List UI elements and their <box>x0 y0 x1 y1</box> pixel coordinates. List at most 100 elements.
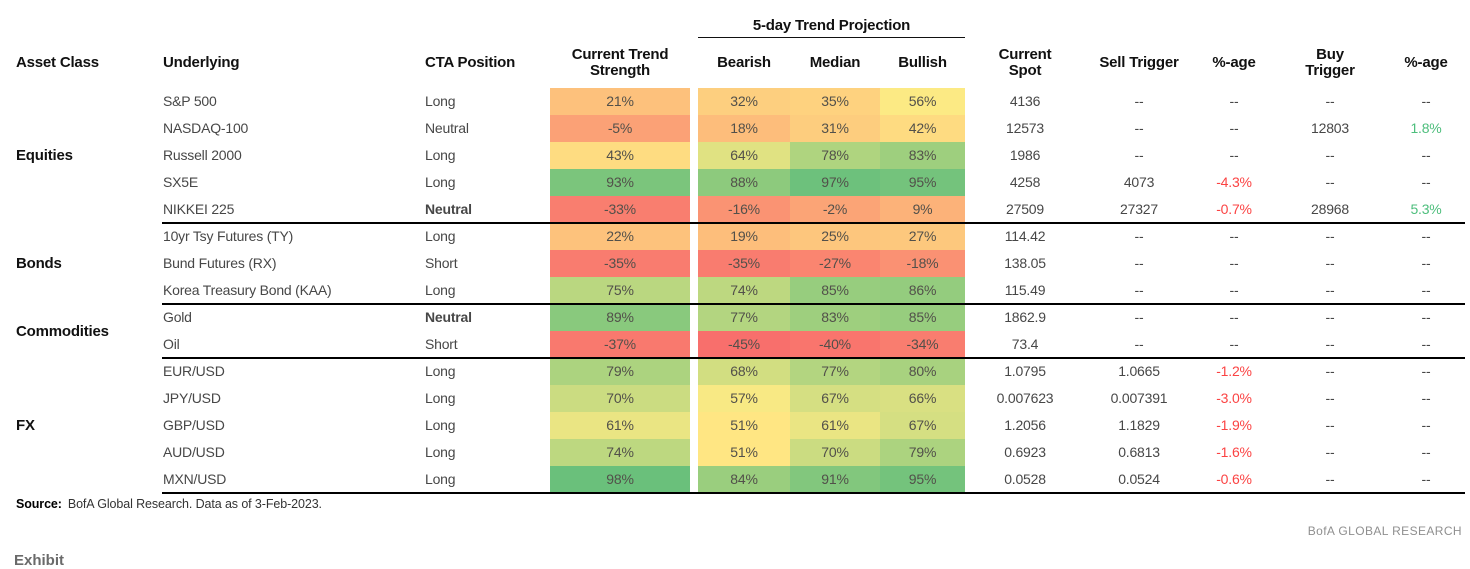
position-cell: Neutral <box>425 309 472 325</box>
position-cell: Long <box>425 93 456 109</box>
spot-cell: 0.0528 <box>1004 471 1046 487</box>
spot-cell: 1.2056 <box>1004 417 1046 433</box>
asset-group-equities: Equities S&P 500 Long 21% 32% 35% 56% 4136 -- -- -… <box>0 88 1467 224</box>
sell-pct-cell: -3.0% <box>1216 390 1252 406</box>
buy-trigger-cell: -- <box>1325 417 1335 433</box>
buy-trigger-cell: -- <box>1325 255 1335 271</box>
spot-cell: 0.007623 <box>996 390 1054 406</box>
buy-pct-cell: 5.3% <box>1410 201 1442 217</box>
median-cell: 83% <box>790 304 880 331</box>
strength-cell: -5% <box>550 115 690 142</box>
buy-pct-cell: -- <box>1421 444 1431 460</box>
spot-cell: 0.6923 <box>1004 444 1046 460</box>
bearish-cell: -16% <box>698 196 790 223</box>
position-cell: Neutral <box>425 120 469 136</box>
underlying-cell: SX5E <box>163 174 198 190</box>
bearish-cell: 77% <box>698 304 790 331</box>
col-header-median: Median <box>809 53 861 71</box>
strength-cell: 75% <box>550 277 690 304</box>
table-body: Equities S&P 500 Long 21% 32% 35% 56% 4136 -- -- -… <box>0 88 1467 494</box>
underlying-cell: Russell 2000 <box>163 147 242 163</box>
group-separator <box>162 492 1465 494</box>
strength-cell: 93% <box>550 169 690 196</box>
asset-class-label: Equities <box>16 147 73 164</box>
buy-trigger-cell: -- <box>1325 363 1335 379</box>
bullish-cell: 83% <box>880 142 965 169</box>
position-cell: Long <box>425 228 456 244</box>
sell-pct-cell: -- <box>1229 309 1239 325</box>
buy-trigger-cell: -- <box>1325 93 1335 109</box>
asset-class-label: Bonds <box>16 255 62 272</box>
spot-cell: 114.42 <box>1004 228 1046 244</box>
sell-trigger-cell: 0.0524 <box>1118 471 1160 487</box>
col-header-bearish: Bearish <box>717 53 771 71</box>
strength-cell: 74% <box>550 439 690 466</box>
bullish-cell: 95% <box>880 169 965 196</box>
sell-pct-cell: -- <box>1229 336 1239 352</box>
table-header: 5-day Trend Projection Asset Class Under… <box>0 0 1467 88</box>
bullish-cell: 56% <box>880 88 965 115</box>
bearish-cell: 32% <box>698 88 790 115</box>
col-header-current-spot: Current Spot <box>998 45 1052 79</box>
buy-pct-cell: -- <box>1421 390 1431 406</box>
buy-pct-cell: -- <box>1421 363 1431 379</box>
bearish-cell: 19% <box>698 223 790 250</box>
underlying-cell: Bund Futures (RX) <box>163 255 277 271</box>
spot-cell: 12573 <box>1006 120 1044 136</box>
bearish-cell: 51% <box>698 412 790 439</box>
median-cell: -2% <box>790 196 880 223</box>
bullish-cell: 27% <box>880 223 965 250</box>
asset-group-commodities: Commodities Gold Neutral 89% 77% 83% 85% 1862.9… <box>0 304 1467 359</box>
sell-trigger-cell: -- <box>1134 120 1144 136</box>
bearish-cell: 84% <box>698 466 790 493</box>
position-cell: Short <box>425 255 458 271</box>
strength-cell: 79% <box>550 358 690 385</box>
bearish-cell: 57% <box>698 385 790 412</box>
spot-cell: 1986 <box>1009 147 1041 163</box>
bullish-cell: 67% <box>880 412 965 439</box>
underlying-cell: S&P 500 <box>163 93 217 109</box>
buy-pct-cell: -- <box>1421 309 1431 325</box>
spot-cell: 27509 <box>1006 201 1044 217</box>
buy-pct-cell: -- <box>1421 255 1431 271</box>
median-cell: 78% <box>790 142 880 169</box>
sell-pct-cell: -0.6% <box>1216 471 1252 487</box>
position-cell: Long <box>425 471 456 487</box>
spot-cell: 115.49 <box>1004 282 1046 298</box>
sell-pct-cell: -1.2% <box>1216 363 1252 379</box>
buy-trigger-cell: -- <box>1325 309 1335 325</box>
buy-pct-cell: -- <box>1421 228 1431 244</box>
brand-footer: BofA GLOBAL RESEARCH <box>1307 524 1462 538</box>
buy-pct-cell: -- <box>1421 417 1431 433</box>
clipped-next-exhibit-heading: Exhibit <box>14 552 65 569</box>
median-cell: 70% <box>790 439 880 466</box>
buy-trigger-cell: -- <box>1325 390 1335 406</box>
median-cell: 25% <box>790 223 880 250</box>
sell-trigger-cell: -- <box>1134 282 1144 298</box>
sell-pct-cell: -4.3% <box>1216 174 1252 190</box>
projection-group-header: 5-day Trend Projection <box>698 17 965 38</box>
group-separator <box>162 222 1465 224</box>
strength-cell: -35% <box>550 250 690 277</box>
bearish-cell: 88% <box>698 169 790 196</box>
underlying-cell: GBP/USD <box>163 417 225 433</box>
sell-pct-cell: -1.9% <box>1216 417 1252 433</box>
position-cell: Long <box>425 417 456 433</box>
sell-trigger-cell: 0.007391 <box>1110 390 1168 406</box>
underlying-cell: EUR/USD <box>163 363 225 379</box>
bullish-cell: 86% <box>880 277 965 304</box>
strength-cell: 61% <box>550 412 690 439</box>
underlying-cell: MXN/USD <box>163 471 227 487</box>
spot-cell: 1.0795 <box>1004 363 1046 379</box>
source-text: BofA Global Research. Data as of 3-Feb-2… <box>67 497 322 511</box>
sell-pct-cell: -- <box>1229 228 1239 244</box>
bullish-cell: -18% <box>880 250 965 277</box>
bullish-cell: 9% <box>880 196 965 223</box>
position-cell: Long <box>425 282 456 298</box>
col-header-cta-position: CTA Position <box>425 53 516 71</box>
sell-trigger-cell: -- <box>1134 228 1144 244</box>
sell-trigger-cell: 0.6813 <box>1118 444 1160 460</box>
sell-pct-cell: -- <box>1229 282 1239 298</box>
median-cell: 31% <box>790 115 880 142</box>
source-note: Source: BofA Global Research. Data as of … <box>16 497 322 511</box>
